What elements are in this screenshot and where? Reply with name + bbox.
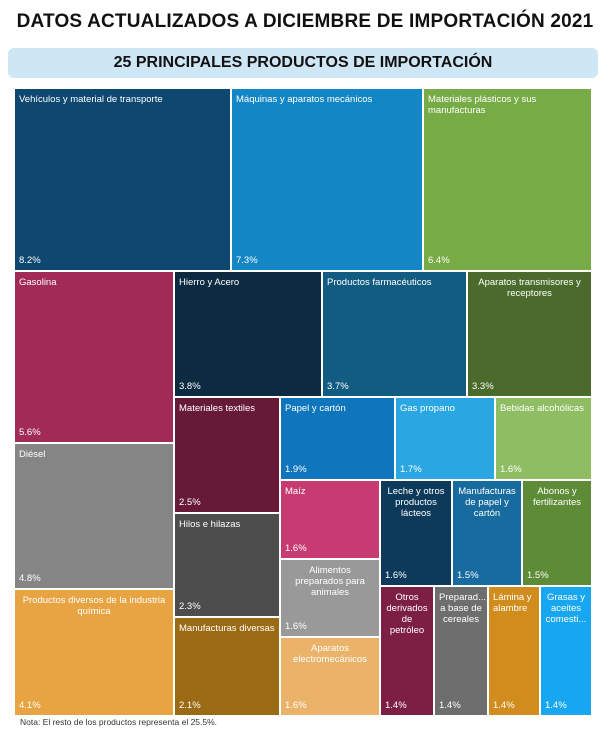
treemap-tile: Gasolina 5.6% [14, 271, 174, 443]
tile-value: 1.7% [400, 464, 422, 475]
tile-value: 4.1% [19, 700, 41, 711]
tile-label: Hilos e hilazas [179, 519, 241, 530]
tile-label: Productos diversos de la industria quími… [22, 595, 166, 617]
tile-value: 3.3% [472, 381, 494, 392]
tile-label: Grasas y aceites comesti... [545, 592, 587, 625]
tile-label: Materiales textiles [179, 403, 256, 414]
treemap-tile: Gas propano 1.7% [395, 397, 495, 480]
tile-label: Diésel [19, 449, 46, 460]
tile-value: 3.8% [179, 381, 201, 392]
treemap-tile: Aparatos electromecánicos 1.6% [280, 637, 380, 716]
tile-value: 6.4% [428, 255, 450, 266]
tile-value: 1.6% [385, 570, 407, 581]
treemap-tile: Manufacturas diversas 2.1% [174, 617, 280, 716]
tile-label: Gas propano [400, 403, 455, 414]
tile-label: Gasolina [19, 277, 57, 288]
treemap-tile: Materiales plásticos y sus manufacturas 6… [423, 88, 592, 271]
tile-label: Hierro y Acero [179, 277, 240, 288]
tile-label: Alimentos preparados para animales [295, 565, 365, 598]
page-title: DATOS ACTUALIZADOS A DICIEMBRE DE IMPORT… [16, 11, 594, 32]
tile-value: 1.4% [385, 700, 407, 711]
tile-value: 1.6% [500, 464, 522, 475]
tile-value: 1.4% [545, 700, 567, 711]
tile-value: 4.8% [19, 573, 41, 584]
tile-label: Bebidas alcohólicas [500, 403, 584, 414]
tile-label: Papel y cartón [285, 403, 346, 414]
tile-value: 1.4% [493, 700, 515, 711]
tile-label: Máquinas y aparatos mecánicos [236, 94, 373, 105]
treemap-tile: Alimentos preparados para animales 1.6% [280, 559, 380, 637]
tile-label: Leche y otros productos lácteos [387, 486, 445, 519]
tile-label: Lámina y alambre [493, 592, 532, 614]
tile-value: 1.5% [527, 570, 549, 581]
tile-label: Manufacturas de papel y cartón [458, 486, 516, 519]
tile-value: 1.6% [285, 700, 307, 711]
tile-value: 2.3% [179, 601, 201, 612]
tile-value: 1.6% [285, 543, 307, 554]
tile-value: 1.6% [285, 621, 307, 632]
treemap-tile: Hilos e hilazas 2.3% [174, 513, 280, 617]
tile-label: Otros derivados de petróleo [386, 592, 428, 636]
tile-value: 5.6% [19, 427, 41, 438]
chart-subtitle: 25 PRINCIPALES PRODUCTOS DE IMPORTACIÓN [8, 48, 598, 78]
tile-label: Preparad... a base de cereales [439, 592, 486, 625]
tile-value: 3.7% [327, 381, 349, 392]
treemap-tile: Productos farmacéuticos 3.7% [322, 271, 467, 397]
tile-value: 7.3% [236, 255, 258, 266]
treemap-tile: Otros derivados de petróleo 1.4% [380, 586, 434, 716]
tile-value: 1.5% [457, 570, 479, 581]
tile-label: Maíz [285, 486, 306, 497]
treemap-tile: Vehículos y material de transporte 8.2% [14, 88, 231, 271]
treemap-tile: Grasas y aceites comesti... 1.4% [540, 586, 592, 716]
tile-label: Productos farmacéuticos [327, 277, 432, 288]
tile-label: Vehículos y material de transporte [19, 94, 163, 105]
treemap-tile: Abonos y fertilizantes 1.5% [522, 480, 592, 586]
tile-label: Abonos y fertilizantes [532, 486, 582, 508]
treemap-tile: Lámina y alambre 1.4% [488, 586, 540, 716]
tile-value: 1.4% [439, 700, 461, 711]
tile-label: Aparatos electromecánicos [293, 643, 367, 665]
tile-value: 1.9% [285, 464, 307, 475]
treemap-tile: Diésel 4.8% [14, 443, 174, 589]
treemap-tile: Maíz 1.6% [280, 480, 380, 559]
tile-value: 2.1% [179, 700, 201, 711]
treemap-tile: Hierro y Acero 3.8% [174, 271, 322, 397]
tile-value: 8.2% [19, 255, 41, 266]
treemap-tile: Papel y cartón 1.9% [280, 397, 395, 480]
tile-label: Aparatos transmisores y receptores [478, 277, 581, 299]
treemap-tile: Aparatos transmisores y receptores 3.3% [467, 271, 592, 397]
treemap-tile: Preparad... a base de cereales 1.4% [434, 586, 488, 716]
tile-value: 2.5% [179, 497, 201, 508]
footnote: Nota: El resto de los productos represen… [20, 717, 218, 727]
tile-label: Manufacturas diversas [179, 623, 275, 634]
treemap-tile: Materiales textiles 2.5% [174, 397, 280, 513]
treemap-tile: Leche y otros productos lácteos 1.6% [380, 480, 452, 586]
tile-label: Materiales plásticos y sus manufacturas [428, 94, 537, 116]
treemap-tile: Manufacturas de papel y cartón 1.5% [452, 480, 522, 586]
treemap-tile: Bebidas alcohólicas 1.6% [495, 397, 592, 480]
treemap-tile: Máquinas y aparatos mecánicos 7.3% [231, 88, 423, 271]
treemap-tile: Productos diversos de la industria quími… [14, 589, 174, 716]
